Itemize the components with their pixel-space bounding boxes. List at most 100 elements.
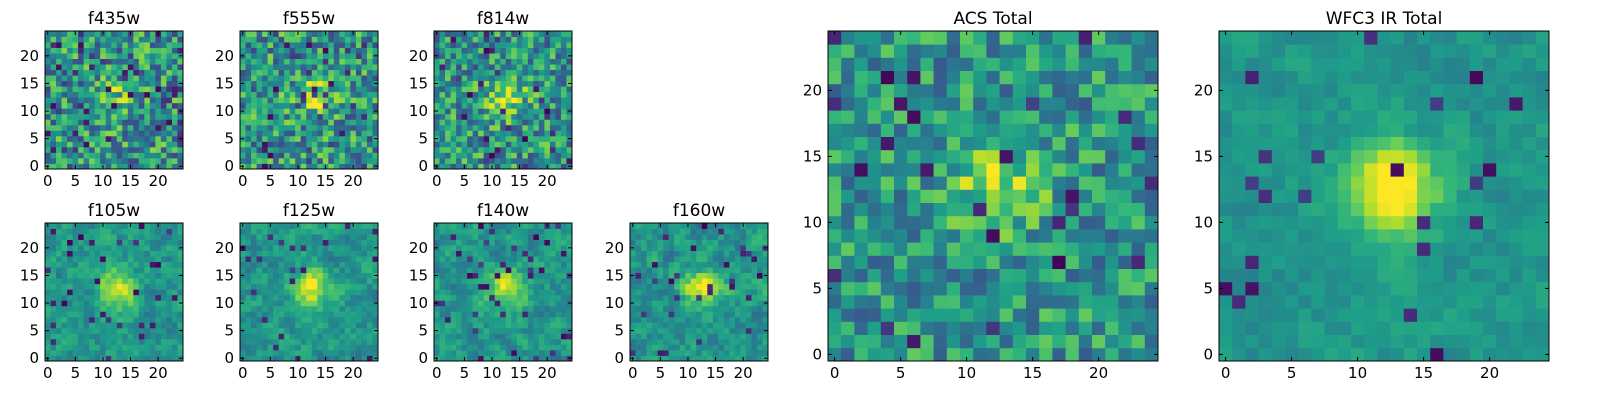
heatmap-cell [61, 124, 68, 131]
heatmap-cell [61, 108, 68, 115]
heatmap-cell [284, 245, 291, 251]
heatmap-cell [333, 316, 340, 323]
heatmap-cell [300, 234, 307, 240]
heatmap-cell [445, 119, 451, 126]
heatmap-cell [361, 223, 368, 229]
heatmap-cell [723, 223, 730, 229]
heatmap-cell [740, 256, 747, 263]
heatmap-cell [516, 338, 523, 345]
heatmap-cell [1092, 347, 1106, 362]
heatmap-cell [646, 250, 653, 257]
heatmap-cell [434, 278, 440, 285]
heatmap-cell [456, 294, 462, 301]
heatmap-cell [434, 234, 440, 240]
heatmap-cell [533, 119, 540, 126]
heatmap-cell [1065, 229, 1080, 243]
heatmap-cell [489, 327, 496, 334]
heatmap-cell [522, 31, 529, 37]
heatmap-cell [533, 261, 540, 268]
heatmap-cell [267, 316, 274, 323]
heatmap-cell [646, 311, 653, 318]
heatmap-cell [155, 267, 162, 274]
heatmap-cell [527, 311, 534, 318]
heatmap-cell [630, 294, 636, 301]
heatmap-cell [544, 234, 551, 240]
heatmap-cell [72, 228, 79, 235]
heatmap-cell [880, 308, 895, 322]
heatmap-cell [549, 250, 556, 257]
heatmap-cell [960, 176, 974, 190]
heatmap-cell [111, 267, 118, 274]
heatmap-cell [344, 228, 351, 235]
heatmap-cell [1144, 255, 1159, 269]
heatmap-cell [533, 344, 540, 351]
heatmap-cell [67, 152, 73, 159]
heatmap-cell [434, 333, 440, 340]
heatmap-cell [668, 289, 675, 296]
heatmap-cell [251, 53, 257, 59]
heatmap-cell [322, 327, 329, 334]
heatmap-cell [133, 36, 140, 43]
heatmap-cell [729, 283, 736, 290]
heatmap-cell [907, 295, 921, 309]
heatmap-cell [144, 316, 151, 323]
x-tick-label: 20 [734, 364, 753, 382]
heatmap-cell [489, 311, 496, 318]
heatmap-cell [111, 130, 118, 137]
heatmap-cell [50, 163, 57, 170]
heatmap-cell [251, 75, 257, 82]
heatmap-cell [94, 234, 101, 240]
heatmap-cell [566, 113, 573, 120]
heatmap-cell [45, 316, 51, 323]
heatmap-cell [111, 278, 118, 285]
heatmap-cell [1092, 281, 1106, 296]
heatmap-cell [306, 294, 313, 301]
heatmap-cell [322, 80, 329, 87]
heatmap-cell [311, 300, 318, 307]
heatmap-cell [56, 261, 62, 268]
heatmap-cell [718, 283, 725, 290]
heatmap-cell [663, 316, 670, 323]
heatmap-cell [251, 124, 257, 131]
heatmap-cell [94, 283, 101, 290]
heatmap-cell [701, 327, 708, 334]
heatmap-cell [160, 311, 167, 318]
heatmap-cell [155, 338, 162, 345]
heatmap-cell [116, 333, 123, 340]
heatmap-cell [456, 245, 462, 251]
heatmap-cell [350, 91, 357, 98]
heatmap-cell [251, 102, 257, 109]
heatmap-cell [306, 234, 313, 240]
heatmap-cell [560, 135, 567, 142]
heatmap-cell [177, 152, 184, 159]
heatmap-cell [240, 69, 246, 76]
heatmap-cell [841, 242, 855, 256]
heatmap-cell [133, 344, 140, 351]
heatmap-cell [751, 349, 758, 356]
heatmap-cell [450, 141, 457, 148]
heatmap-cell [100, 108, 107, 115]
heatmap-cell [456, 333, 462, 340]
heatmap-cell [566, 223, 573, 229]
heatmap-cell [434, 289, 440, 296]
heatmap-cell [278, 311, 285, 318]
heatmap-cell [311, 289, 318, 296]
heatmap-cell [333, 141, 340, 148]
heatmap-cell [284, 322, 291, 329]
heatmap-cell [111, 86, 118, 93]
heatmap-cell [105, 91, 112, 98]
heatmap-cell [489, 135, 496, 142]
heatmap-cell [127, 97, 134, 104]
heatmap-cell [707, 294, 714, 301]
heatmap-cell [122, 80, 129, 87]
heatmap-cell [762, 261, 769, 268]
heatmap-cell [450, 316, 457, 323]
heatmap-cell [1144, 242, 1159, 256]
heatmap-cell [372, 267, 379, 274]
y-tick-label: 0 [224, 349, 234, 367]
heatmap-cell [489, 300, 496, 307]
heatmap-cell [273, 157, 280, 164]
heatmap-cell [522, 47, 529, 54]
heatmap-cell [89, 102, 96, 109]
heatmap-cell [445, 256, 451, 263]
